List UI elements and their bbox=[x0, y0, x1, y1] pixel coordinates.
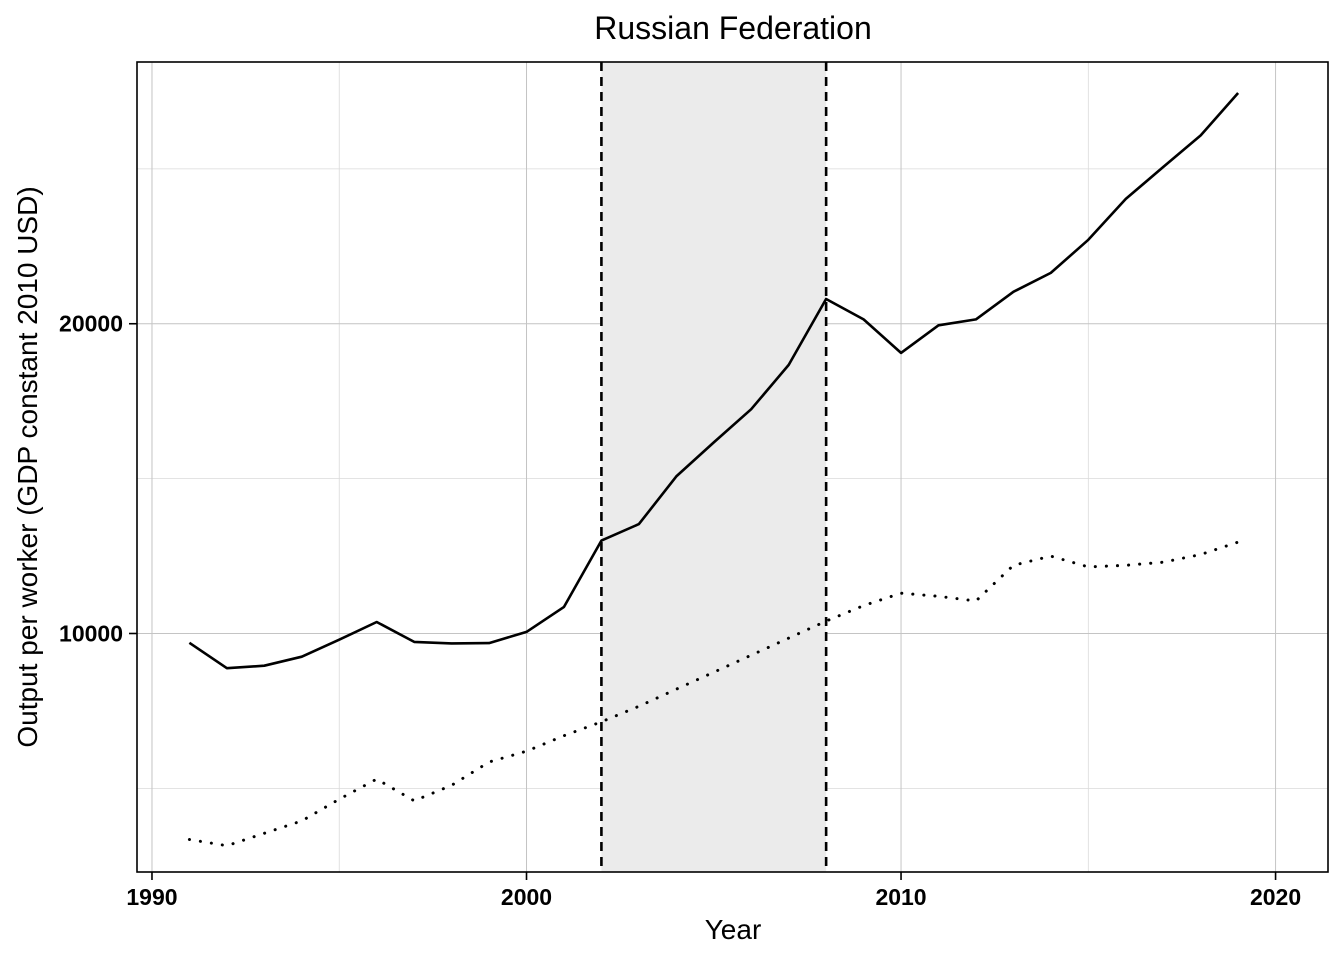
x-tick-label: 2020 bbox=[1250, 884, 1301, 910]
shaded-region bbox=[601, 62, 827, 872]
y-axis: 10000 20000 bbox=[59, 311, 137, 646]
y-tick-label: 10000 bbox=[59, 620, 123, 646]
x-tick-label: 2010 bbox=[875, 884, 926, 910]
series-group bbox=[187, 92, 1240, 848]
x-tick-label: 2000 bbox=[501, 884, 552, 910]
shaded-band bbox=[601, 62, 827, 872]
series-line-1 bbox=[188, 92, 1240, 670]
reference-lines bbox=[600, 62, 828, 872]
x-axis-title: Year bbox=[705, 914, 762, 945]
chart-title: Russian Federation bbox=[594, 10, 871, 46]
plot-panel-border bbox=[136, 61, 1329, 873]
y-axis-title: Output per worker (GDP constant 2010 USD… bbox=[12, 186, 43, 747]
x-axis: 1990 2000 2010 2020 bbox=[126, 872, 1301, 910]
y-tick-label: 20000 bbox=[59, 311, 123, 337]
series-line-2 bbox=[187, 540, 1240, 848]
x-tick-label: 1990 bbox=[126, 884, 177, 910]
